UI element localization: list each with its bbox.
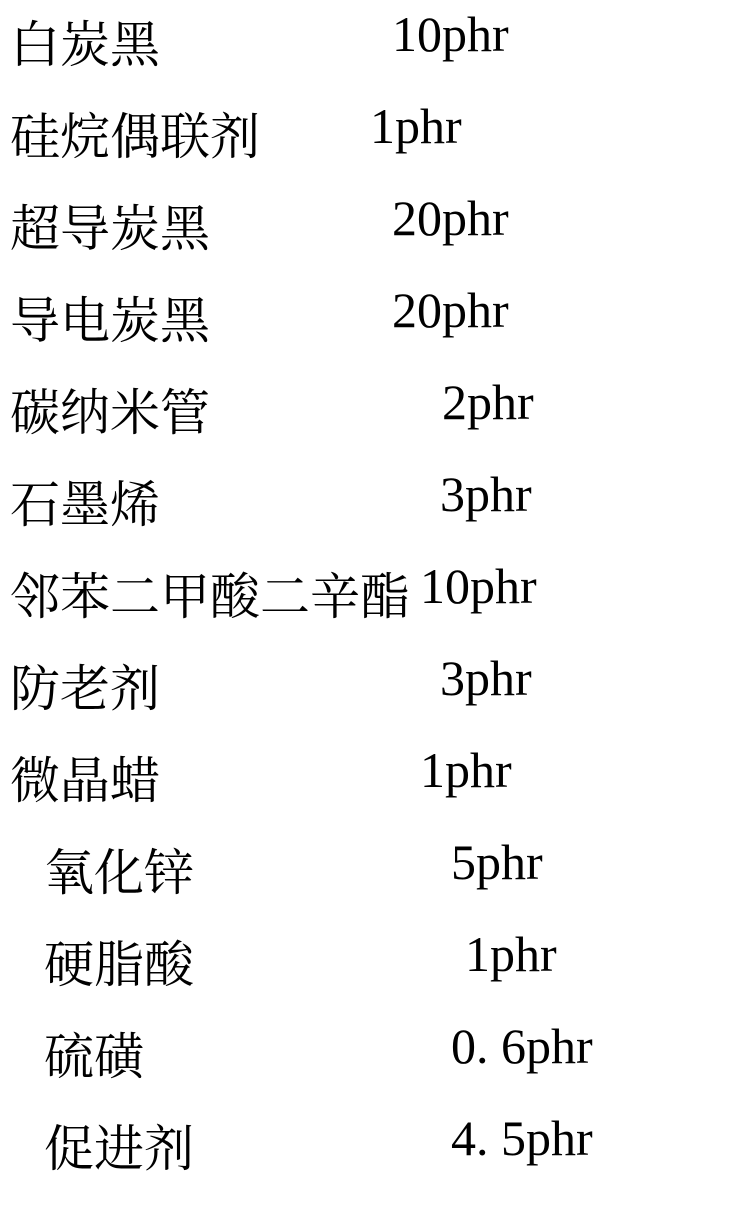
- ingredient-label: 白炭黑: [10, 5, 160, 77]
- ingredient-label: 碳纳米管: [10, 373, 210, 445]
- ingredient-value: 2phr: [442, 373, 534, 431]
- ingredient-label: 硅烷偶联剂: [10, 97, 260, 169]
- ingredient-value: 10phr: [420, 557, 537, 615]
- ingredient-value: 0. 6phr: [451, 1017, 593, 1075]
- ingredient-label: 导电炭黑: [10, 281, 210, 353]
- table-row: 硫磺 0. 6phr: [0, 1017, 745, 1109]
- ingredient-value: 3phr: [440, 649, 532, 707]
- table-row: 碳纳米管 2phr: [0, 373, 745, 465]
- ingredient-label: 氧化锌: [44, 833, 194, 905]
- table-row: 硅烷偶联剂 1phr: [0, 97, 745, 189]
- ingredient-value: 5phr: [451, 833, 543, 891]
- ingredient-value: 20phr: [392, 281, 509, 339]
- ingredient-value: 1phr: [465, 925, 557, 983]
- table-row: 白炭黑 10phr: [0, 5, 745, 97]
- ingredient-label: 超导炭黑: [10, 189, 210, 261]
- ingredient-value: 20phr: [392, 189, 509, 247]
- table-row: 导电炭黑 20phr: [0, 281, 745, 373]
- table-row: 硬脂酸 1phr: [0, 925, 745, 1017]
- ingredient-label: 防老剂: [10, 649, 160, 721]
- ingredient-value: 4. 5phr: [451, 1109, 593, 1167]
- ingredient-label: 邻苯二甲酸二辛酯: [10, 557, 410, 629]
- ingredient-value: 10phr: [392, 5, 509, 63]
- ingredient-label: 微晶蜡: [10, 741, 160, 813]
- ingredient-value: 3phr: [440, 465, 532, 523]
- ingredient-label: 硬脂酸: [44, 925, 194, 997]
- table-row: 微晶蜡 1phr: [0, 741, 745, 833]
- ingredient-label: 硫磺: [44, 1017, 144, 1089]
- ingredient-label: 石墨烯: [10, 465, 160, 537]
- table-row: 邻苯二甲酸二辛酯10phr: [0, 557, 745, 649]
- table-row: 防老剂 3phr: [0, 649, 745, 741]
- ingredient-label: 促进剂: [44, 1109, 194, 1181]
- table-row: 石墨烯 3phr: [0, 465, 745, 557]
- table-row: 促进剂 4. 5phr: [0, 1109, 745, 1201]
- ingredient-value: 1phr: [370, 97, 462, 155]
- ingredient-value: 1phr: [420, 741, 512, 799]
- table-row: 超导炭黑 20phr: [0, 189, 745, 281]
- table-row: 氧化锌 5phr: [0, 833, 745, 925]
- ingredient-list: 白炭黑 10phr 硅烷偶联剂 1phr 超导炭黑 20phr 导电炭黑 20phr 碳纳米管 2…: [0, 0, 745, 1224]
